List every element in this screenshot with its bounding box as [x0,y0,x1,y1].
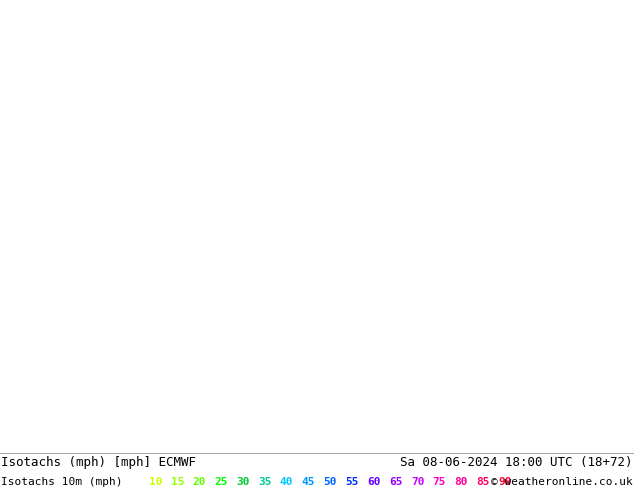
Text: © weatheronline.co.uk: © weatheronline.co.uk [491,477,633,487]
Text: 10: 10 [149,477,162,487]
Text: 65: 65 [389,477,403,487]
Text: 75: 75 [432,477,446,487]
Text: 45: 45 [302,477,315,487]
Text: 50: 50 [323,477,337,487]
Text: 55: 55 [346,477,359,487]
Text: 35: 35 [258,477,271,487]
Text: 70: 70 [411,477,424,487]
Text: Isotachs (mph) [mph] ECMWF: Isotachs (mph) [mph] ECMWF [1,456,197,469]
Text: 90: 90 [498,477,512,487]
Text: 80: 80 [455,477,468,487]
Text: 25: 25 [214,477,228,487]
Text: 85: 85 [476,477,489,487]
Text: 40: 40 [280,477,294,487]
Text: Sa 08-06-2024 18:00 UTC (18+72): Sa 08-06-2024 18:00 UTC (18+72) [400,456,633,469]
Text: 30: 30 [236,477,250,487]
Text: Isotachs 10m (mph): Isotachs 10m (mph) [1,477,123,487]
Text: 15: 15 [171,477,184,487]
Text: 20: 20 [193,477,206,487]
Text: 60: 60 [367,477,380,487]
